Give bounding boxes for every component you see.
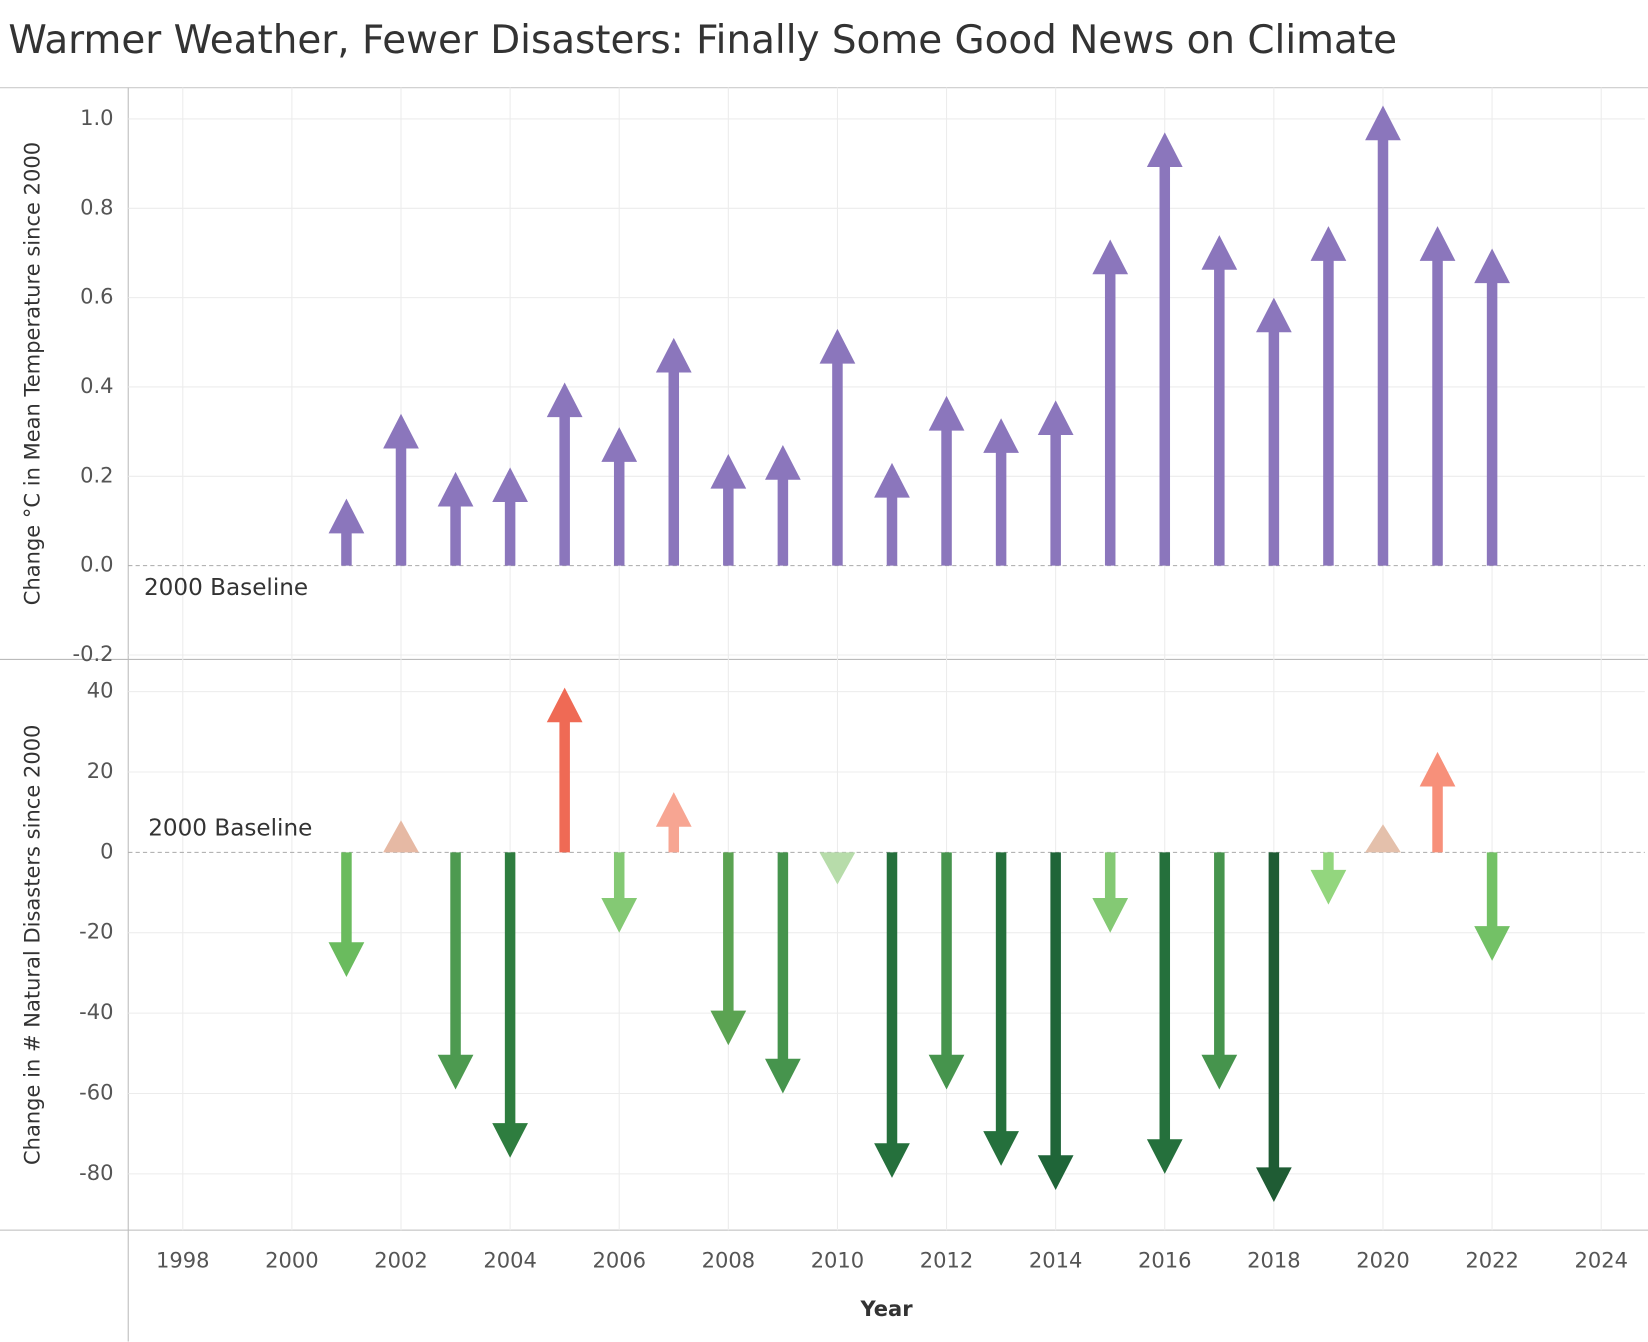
- arrow: [1419, 226, 1456, 566]
- arrow: [874, 462, 910, 566]
- x-tick-label: 2018: [1247, 1248, 1300, 1273]
- arrow: [765, 852, 801, 1094]
- arrow: [1365, 824, 1401, 853]
- arrow: [328, 852, 365, 977]
- arrow: [1092, 852, 1129, 933]
- arrow: [1365, 105, 1401, 566]
- x-tick-label: 2006: [592, 1248, 645, 1273]
- y-tick-label: -60: [79, 1079, 113, 1104]
- arrow: [437, 852, 474, 1090]
- arrow: [1310, 226, 1347, 566]
- y-axis-title: Change °C in Mean Temperature since 2000: [20, 142, 45, 605]
- x-tick-label: 2024: [1574, 1248, 1627, 1273]
- arrow: [1201, 235, 1238, 566]
- arrow: [328, 498, 365, 566]
- arrow: [601, 427, 638, 566]
- y-tick-label: 0.4: [80, 373, 113, 398]
- x-tick-label: 2002: [374, 1248, 427, 1273]
- y-tick-label: 40: [87, 678, 114, 703]
- arrow: [1474, 248, 1510, 566]
- arrow: [819, 328, 856, 566]
- x-tick-label: 2004: [483, 1248, 536, 1273]
- x-tick-label: 2014: [1029, 1248, 1082, 1273]
- y-tick-label: -40: [79, 999, 113, 1024]
- arrow: [874, 852, 910, 1178]
- annotation: 2000 Baseline: [148, 816, 312, 842]
- arrow: [1419, 751, 1456, 853]
- arrow: [655, 337, 692, 566]
- y-tick-label: -0.2: [72, 641, 113, 666]
- arrow: [546, 382, 583, 566]
- y-tick-label: 0.0: [80, 552, 113, 577]
- arrow: [492, 467, 528, 566]
- x-tick-label: 1998: [156, 1248, 209, 1273]
- chart-title: Warmer Weather, Fewer Disasters: Finally…: [8, 18, 1397, 63]
- y-tick-label: 0.6: [80, 284, 113, 309]
- x-tick-label: 2000: [265, 1248, 318, 1273]
- x-tick-label: 2016: [1138, 1248, 1191, 1273]
- arrow: [1037, 400, 1074, 566]
- arrow: [1146, 852, 1183, 1174]
- arrow: [1256, 297, 1292, 566]
- arrow: [383, 413, 419, 566]
- y-tick-label: 0.2: [80, 462, 113, 487]
- x-tick-label: 2012: [920, 1248, 973, 1273]
- y-tick-label: 0: [100, 838, 113, 863]
- y-tick-label: -80: [79, 1160, 113, 1185]
- x-axis-title: Year: [859, 1296, 913, 1321]
- arrow: [819, 852, 856, 885]
- x-tick-label: 2022: [1465, 1248, 1518, 1273]
- x-tick-label: 2008: [702, 1248, 755, 1273]
- arrow: [765, 445, 801, 566]
- arrow: [1201, 852, 1238, 1090]
- y-tick-label: 20: [87, 758, 114, 783]
- y-tick-label: -20: [79, 919, 113, 944]
- arrow: [1256, 852, 1292, 1203]
- x-tick-label: 2020: [1356, 1248, 1409, 1273]
- arrow: [492, 852, 528, 1158]
- arrow: [983, 852, 1019, 1166]
- arrow: [1092, 239, 1129, 566]
- arrow: [383, 820, 419, 853]
- y-axis-title: Change in # Natural Disasters since 2000: [20, 725, 45, 1165]
- arrow: [983, 418, 1019, 566]
- arrow: [928, 395, 965, 566]
- arrow: [601, 852, 638, 933]
- annotation: 2000 Baseline: [144, 575, 308, 601]
- arrow: [1037, 852, 1074, 1190]
- arrow: [710, 453, 747, 566]
- x-tick-label: 2010: [811, 1248, 864, 1273]
- y-tick-label: 1.0: [80, 105, 113, 130]
- y-tick-label: 0.8: [80, 194, 113, 219]
- arrow: [1474, 852, 1510, 961]
- arrow: [1310, 852, 1347, 905]
- arrow: [928, 852, 965, 1090]
- arrow: [655, 792, 692, 853]
- arrow: [1146, 132, 1183, 566]
- arrow: [546, 687, 583, 853]
- arrow: [437, 471, 474, 566]
- arrow: [710, 852, 747, 1046]
